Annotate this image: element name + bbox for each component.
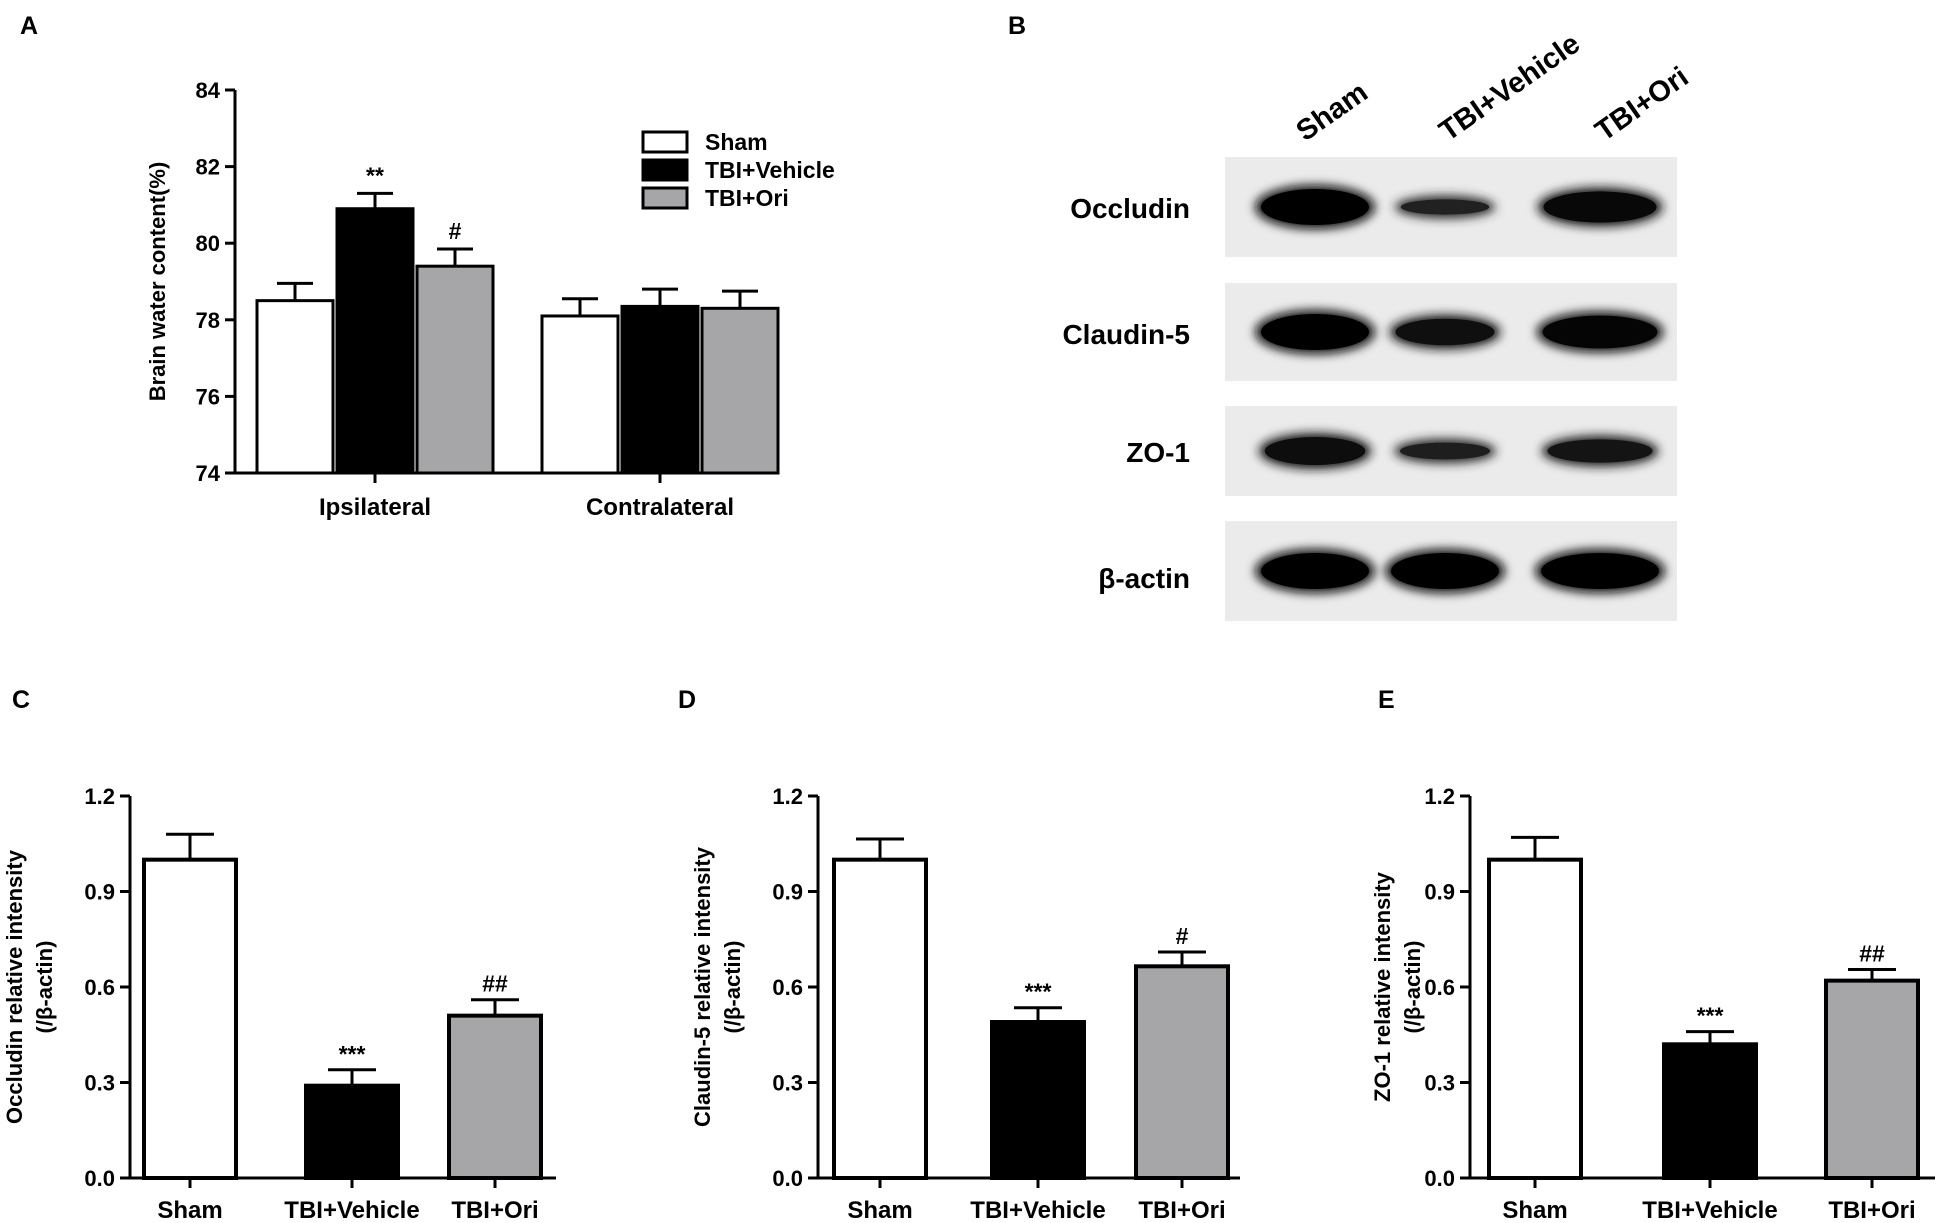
bar-tbi-vehicle	[304, 1083, 400, 1181]
blot-band-core	[1261, 553, 1369, 589]
y-tick-label: 0.0	[772, 1166, 803, 1191]
y-tick-label: 80	[196, 231, 220, 256]
legend-label: Sham	[705, 129, 768, 155]
panel-c-chart: 0.0 0.3 0.6 0.9 1.2 Sham TBI+Vehicle *** TBI+Ori…	[2, 784, 556, 1223]
bar-tbi-ori	[700, 306, 780, 475]
x-category-label: Sham	[1502, 1197, 1567, 1223]
y-tick-label: 74	[196, 461, 221, 486]
lane-label: TBI+Ori	[1590, 61, 1695, 148]
panel-letter-b: B	[1008, 12, 1026, 40]
y-axis-title: Brain water content(%)	[145, 162, 170, 402]
x-category-label: Contralateral	[586, 494, 734, 521]
blot-band-core	[1391, 553, 1499, 589]
x-category-label: TBI+Vehicle	[1642, 1197, 1777, 1223]
y-tick-label: 76	[196, 384, 220, 409]
legend-swatch	[641, 186, 689, 210]
blot-band-core	[1395, 318, 1495, 346]
panel-letter-e: E	[1378, 686, 1395, 714]
legend-swatch	[641, 130, 689, 154]
blot-band-core	[1541, 553, 1659, 589]
y-tick-label: 84	[196, 78, 221, 103]
significance-mark: ***	[339, 1041, 366, 1067]
bar-tbi-vehicle	[1662, 1042, 1758, 1181]
y-tick-label: 1.2	[84, 784, 115, 809]
significance-mark: #	[449, 218, 462, 244]
legend-label: TBI+Vehicle	[705, 157, 835, 183]
blot-band-core	[1543, 191, 1657, 223]
panel-d-chart: 0.0 0.3 0.6 0.9 1.2 Sham TBI+Vehicle *** TBI+Ori…	[690, 784, 1240, 1223]
blot-band-core	[1261, 189, 1369, 225]
bar-tbi-ori	[1824, 978, 1920, 1181]
significance-mark: ##	[1859, 940, 1885, 966]
y-tick-label: 0.0	[1424, 1166, 1455, 1191]
x-category-label: Sham	[157, 1197, 222, 1223]
y-tick-label: 1.2	[1424, 784, 1455, 809]
y-tick-label: 0.9	[1424, 880, 1455, 905]
y-tick-label: 0.0	[84, 1166, 115, 1191]
y-tick-label: 0.6	[1424, 975, 1455, 1000]
y-tick-label: 0.3	[772, 1071, 803, 1096]
y-tick-label: 0.9	[772, 880, 803, 905]
panel-letter-a: A	[20, 12, 38, 40]
y-tick-label: 78	[196, 308, 220, 333]
blot-band-core	[1261, 314, 1369, 350]
x-category-label: TBI+Vehicle	[284, 1197, 419, 1223]
legend-label: TBI+Ori	[705, 185, 789, 211]
bar-tbi-ori	[415, 264, 495, 475]
bar-tbi-vehicle	[990, 1020, 1086, 1180]
x-category-label: TBI+Ori	[1828, 1197, 1915, 1223]
x-category-label: Sham	[847, 1197, 912, 1223]
panel-letter-d: D	[678, 686, 696, 714]
y-tick-label: 82	[196, 155, 220, 180]
bar-tbi-vehicle	[335, 207, 415, 475]
bar-sham	[255, 299, 335, 475]
bar-sham	[1487, 857, 1583, 1181]
y-tick-label: 0.6	[772, 975, 803, 1000]
bar-sham	[540, 314, 620, 475]
blot-band-core	[1264, 437, 1366, 465]
y-tick-label: 1.2	[772, 784, 803, 809]
y-tick-label: 0.3	[1424, 1071, 1455, 1096]
lane-label: Sham	[1291, 76, 1374, 148]
panel-b-western-blot: Sham TBI+Vehicle TBI+Ori Occludin Claudin-5 Z…	[1062, 28, 1694, 621]
panel-a-chart: 74 76 78 80 82 84 Ipsilateral ** # Contralateral B…	[145, 78, 835, 521]
bar-tbi-vehicle	[620, 304, 700, 475]
panel-letter-c: C	[12, 686, 30, 714]
blot-band-core	[1542, 315, 1658, 349]
significance-mark: **	[366, 162, 384, 188]
protein-label: Occludin	[1070, 193, 1190, 224]
blot-band-core	[1547, 439, 1653, 463]
blot-band-core	[1400, 442, 1490, 460]
y-axis-title: ZO-1 relative intensity	[1370, 871, 1395, 1102]
y-axis-title: Claudin-5 relative intensity	[690, 846, 715, 1127]
blot-band-core	[1400, 199, 1490, 215]
bar-tbi-ori	[447, 1013, 543, 1181]
significance-mark: ***	[1025, 979, 1052, 1005]
protein-label: Claudin-5	[1062, 319, 1190, 350]
y-tick-label: 0.9	[84, 880, 115, 905]
x-category-label: TBI+Ori	[1138, 1197, 1225, 1223]
protein-label: ZO-1	[1126, 437, 1190, 468]
x-category-label: TBI+Vehicle	[970, 1197, 1105, 1223]
lane-label: TBI+Vehicle	[1434, 28, 1586, 148]
legend-swatch	[641, 158, 689, 182]
y-axis-title: (/β-actin)	[720, 941, 745, 1034]
y-axis-title: (/β-actin)	[32, 941, 57, 1034]
y-tick-label: 0.6	[84, 975, 115, 1000]
significance-mark: #	[1176, 923, 1189, 949]
bar-sham	[142, 857, 238, 1181]
y-axis-title: Occludin relative intensity	[2, 849, 27, 1124]
bar-sham	[832, 857, 928, 1181]
panel-e-chart: 0.0 0.3 0.6 0.9 1.2 Sham TBI+Vehicle *** TBI+Ori…	[1370, 784, 1935, 1223]
y-tick-label: 0.3	[84, 1071, 115, 1096]
significance-mark: ##	[482, 971, 508, 997]
x-category-label: TBI+Ori	[451, 1197, 538, 1223]
x-category-label: Ipsilateral	[319, 494, 431, 521]
significance-mark: ***	[1697, 1003, 1724, 1029]
bar-tbi-ori	[1134, 964, 1230, 1181]
protein-label: β-actin	[1098, 563, 1190, 594]
y-axis-title: (/β-actin)	[1400, 941, 1425, 1034]
